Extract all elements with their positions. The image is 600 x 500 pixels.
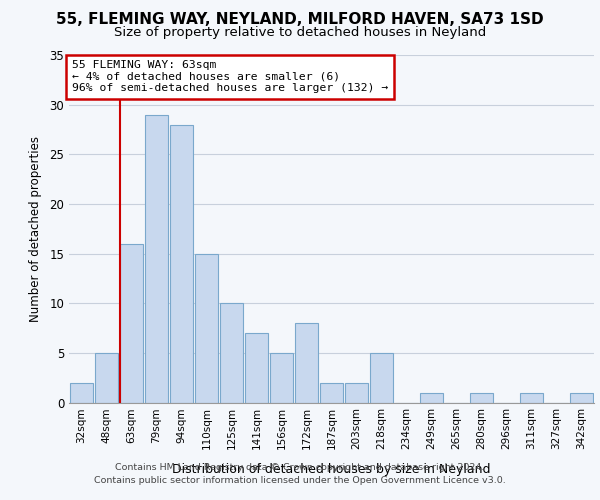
Bar xyxy=(470,392,493,402)
Bar xyxy=(520,392,543,402)
Bar xyxy=(95,353,118,403)
Bar xyxy=(270,353,293,403)
Text: Size of property relative to detached houses in Neyland: Size of property relative to detached ho… xyxy=(114,26,486,39)
Bar xyxy=(570,392,593,402)
Bar xyxy=(320,382,343,402)
Text: 55 FLEMING WAY: 63sqm
← 4% of detached houses are smaller (6)
96% of semi-detach: 55 FLEMING WAY: 63sqm ← 4% of detached h… xyxy=(71,60,388,94)
Text: Contains HM Land Registry data © Crown copyright and database right 2024.: Contains HM Land Registry data © Crown c… xyxy=(115,462,485,471)
Bar xyxy=(245,333,268,402)
Bar xyxy=(195,254,218,402)
Bar xyxy=(70,382,93,402)
Bar xyxy=(420,392,443,402)
Bar xyxy=(295,323,318,402)
Y-axis label: Number of detached properties: Number of detached properties xyxy=(29,136,43,322)
Bar xyxy=(120,244,143,402)
Bar xyxy=(145,114,168,403)
Text: Contains public sector information licensed under the Open Government Licence v3: Contains public sector information licen… xyxy=(94,476,506,485)
Bar xyxy=(170,124,193,402)
Bar xyxy=(345,382,368,402)
X-axis label: Distribution of detached houses by size in Neyland: Distribution of detached houses by size … xyxy=(172,464,491,476)
Bar xyxy=(220,303,243,402)
Text: 55, FLEMING WAY, NEYLAND, MILFORD HAVEN, SA73 1SD: 55, FLEMING WAY, NEYLAND, MILFORD HAVEN,… xyxy=(56,12,544,26)
Bar xyxy=(370,353,393,403)
